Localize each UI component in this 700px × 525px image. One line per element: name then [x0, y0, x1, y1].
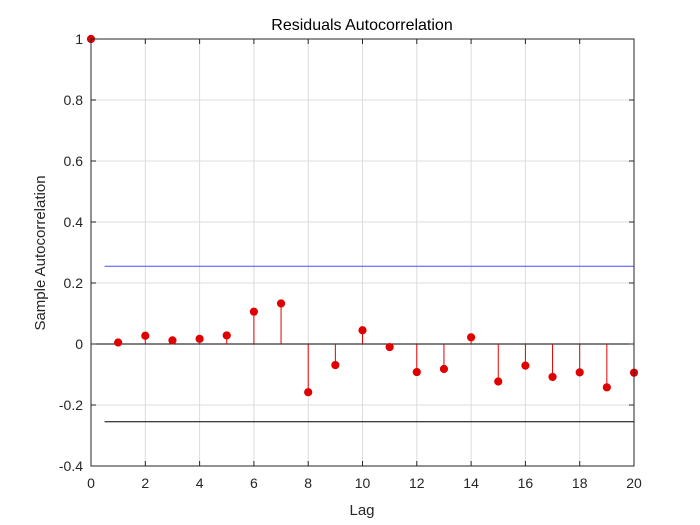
stem-marker — [467, 333, 476, 342]
chart-title: Residuals Autocorrelation — [271, 17, 452, 34]
stem-marker — [548, 372, 557, 382]
stem-marker — [358, 326, 367, 335]
stem-marker — [385, 342, 394, 352]
stem-marker — [195, 334, 204, 343]
x-tick-label: 4 — [196, 475, 204, 491]
y-tick-label: 0.2 — [64, 275, 84, 291]
stem-marker — [412, 367, 421, 377]
stem-marker — [575, 368, 584, 377]
stem-marker — [141, 331, 150, 340]
y-tick-label: 0.4 — [64, 214, 84, 230]
x-axis-label: Lag — [349, 502, 374, 519]
stem-marker — [494, 377, 503, 386]
ticks: 0 2 4 6 8 10 12 14 16 18 20 -0.4 -0.2 0 0.2 0.4 0.6 0.8 1 — [59, 31, 642, 491]
stem-marker — [168, 336, 177, 345]
x-tick-label: 14 — [463, 475, 479, 491]
stem-marker — [249, 307, 258, 316]
y-tick-label: 0 — [75, 336, 83, 352]
x-tick-label: 12 — [409, 475, 425, 491]
x-tick-label: 10 — [355, 475, 371, 491]
x-tick-label: 0 — [87, 475, 95, 491]
y-tick-label: 0.8 — [64, 92, 84, 108]
x-tick-label: 6 — [250, 475, 258, 491]
stem-marker — [114, 338, 123, 347]
stem-marker — [276, 299, 286, 308]
x-tick-label: 16 — [518, 475, 534, 491]
x-tick-label: 20 — [626, 475, 642, 491]
stem-marker — [304, 388, 313, 397]
y-tick-label: -0.4 — [59, 458, 83, 474]
stem-marker — [439, 364, 449, 374]
y-axis-label: Sample Autocorrelation — [32, 175, 49, 330]
stem-marker — [521, 361, 530, 370]
stem-marker — [331, 360, 340, 370]
stem-marker — [222, 331, 231, 340]
y-tick-label: 1 — [75, 31, 83, 47]
y-tick-label: 0.6 — [64, 153, 84, 169]
x-tick-label: 2 — [141, 475, 149, 491]
x-tick-label: 18 — [572, 475, 588, 491]
stem-marker — [602, 383, 611, 392]
y-tick-label: -0.2 — [59, 397, 83, 413]
x-tick-label: 8 — [304, 475, 312, 491]
